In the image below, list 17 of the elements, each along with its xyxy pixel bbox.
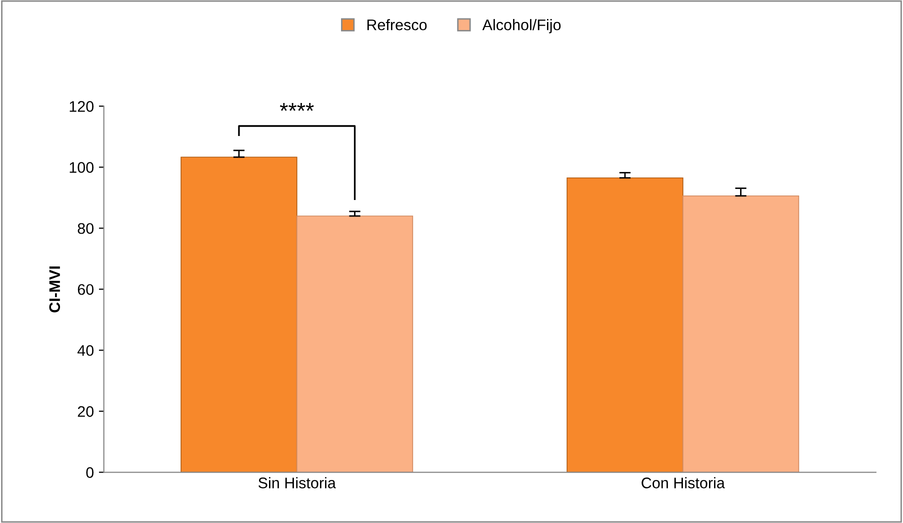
y-tick-label: 40 [77, 345, 94, 356]
y-tick-label: 80 [78, 223, 94, 234]
legend-label: Alcohol/Fijo [482, 19, 561, 34]
x-tick-label: Sin Historia [258, 477, 336, 488]
y-tick-label: 60 [78, 284, 94, 295]
y-tick-label: 100 [70, 162, 94, 173]
bar [682, 195, 800, 472]
y-tick-label: 120 [70, 101, 94, 112]
bar [180, 156, 298, 472]
y-tick-label: 20 [78, 406, 94, 417]
bar [566, 177, 684, 472]
legend-label: Refresco [367, 19, 427, 30]
annotation: **** [280, 103, 314, 111]
x-tick-label: Con Historia [642, 477, 725, 488]
y-tick-label: 0 [86, 467, 94, 478]
bar [296, 216, 414, 472]
y-axis-title: CI-MVI [49, 266, 60, 312]
